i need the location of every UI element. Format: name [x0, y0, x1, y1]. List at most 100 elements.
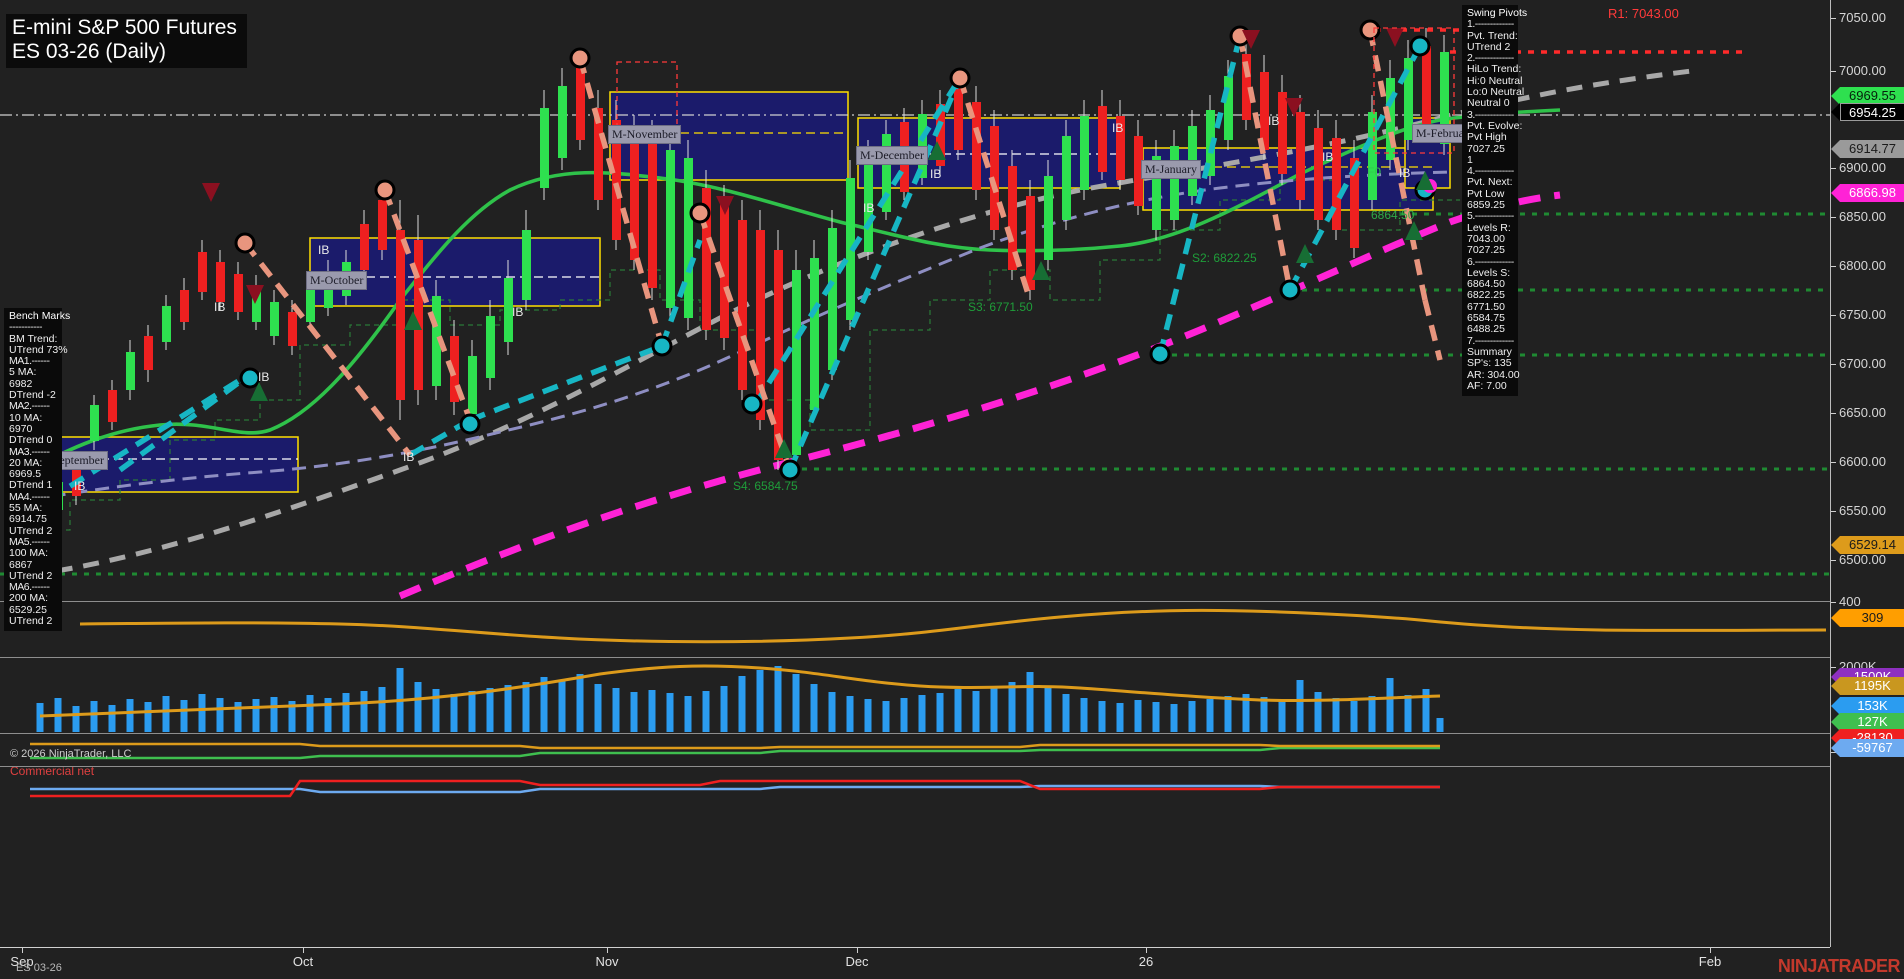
- pvt-high-count: 1: [1467, 153, 1473, 166]
- price-tag-4: 6529.14: [1831, 536, 1904, 554]
- price-tag-arrow: [1831, 713, 1840, 731]
- ma3-label: 20 MA:: [9, 456, 43, 469]
- price-tick-8: 6600.00: [1831, 454, 1886, 469]
- pivot-sep-3: 3.-------------: [1467, 108, 1514, 121]
- price-pane[interactable]: R1: 7043.00 6864.50 S2: 6822.25 S3: 6771…: [0, 0, 1830, 600]
- price-tag-arrow: [1831, 184, 1840, 202]
- level-s-0: 6864.50: [1467, 278, 1505, 291]
- cot-pane-lower[interactable]: Non-commercial net (large speculators) C…: [0, 766, 1830, 816]
- ma2-label: 10 MA:: [9, 411, 43, 424]
- price-tick-6: 6700.00: [1831, 356, 1886, 371]
- swing-up-legs-2: [118, 76, 963, 473]
- price-tag-label: 6914.77: [1840, 140, 1904, 158]
- pivot-step-channel: [30, 179, 1460, 531]
- price-tag-arrow: [1831, 103, 1840, 121]
- price-tag-label: 127K: [1840, 713, 1904, 731]
- price-tick-9: 6550.00: [1831, 503, 1886, 518]
- price-tag-label: -59767: [1840, 739, 1904, 757]
- volume-ma-line: [39, 664, 1441, 718]
- price-tag-label: 6529.14: [1840, 536, 1904, 554]
- oscillator-pane[interactable]: [0, 601, 1830, 656]
- price-tag-arrow: [1831, 140, 1840, 158]
- price-tag-11: -59767: [1831, 739, 1904, 757]
- time-tick-feb: Feb: [1698, 954, 1722, 969]
- cot-upper-svg: [30, 742, 1440, 760]
- bench-marks-title: Bench Marks: [9, 310, 71, 322]
- support-levels: [0, 212, 1830, 576]
- price-tick-11: 400: [1831, 594, 1861, 609]
- price-tag-7: 1195K: [1831, 677, 1904, 695]
- level-s-1: 6822.25: [1467, 289, 1505, 302]
- ma4-label: 55 MA:: [9, 502, 43, 515]
- price-tick-2: 6900.00: [1831, 160, 1886, 175]
- price-tag-0: 6969.55: [1831, 87, 1904, 105]
- price-tag-label: 1195K: [1840, 677, 1904, 695]
- price-tag-arrow: [1831, 677, 1840, 695]
- price-tag-label: 6866.98: [1840, 184, 1904, 202]
- time-axis[interactable]: Sep Oct Nov Dec 26 Feb: [0, 947, 1830, 979]
- time-tick-mark: [22, 948, 23, 953]
- ib-label-10: IB: [1322, 150, 1334, 164]
- summary-sps: SP's: 135: [1467, 357, 1512, 370]
- bench-marks-panel[interactable]: Bench Marks ----------- BM Trend: UTrend…: [4, 308, 71, 632]
- price-tag-label: 309: [1840, 609, 1904, 627]
- ib-label-12: IB: [1399, 166, 1411, 180]
- pivot-sep-7: 7.-------------: [1467, 334, 1514, 347]
- price-tag-2: 6914.77: [1831, 140, 1904, 158]
- price-tick-4: 6800.00: [1831, 258, 1886, 273]
- price-tick-5: 6750.00: [1831, 307, 1886, 322]
- support-s1-label: 6864.50: [1371, 208, 1415, 222]
- resistance-r1-label: R1: 7043.00: [1608, 6, 1679, 21]
- cot-pane-upper[interactable]: [0, 733, 1830, 765]
- time-tick-mark: [303, 948, 304, 953]
- month-label-february: M-February: [1412, 124, 1478, 143]
- swing-pivots-panel[interactable]: Swing Pivots 1.------------- Pvt. Trend:…: [1462, 5, 1527, 397]
- buy-signal-markers: [250, 141, 1434, 458]
- pvt-high-value: 7027.25: [1467, 142, 1505, 155]
- ma1-trend: DTrend -2: [9, 389, 56, 402]
- hilo-neutral-value: Neutral 0: [1467, 97, 1510, 110]
- price-tag-arrow: [1831, 739, 1840, 757]
- month-label-october: M-October: [306, 271, 368, 290]
- candlesticks: [36, 28, 1449, 540]
- pivot-sep-1: 1.-------------: [1467, 18, 1514, 31]
- time-tick-sep: Sep: [10, 954, 34, 969]
- month-label-december: M-December: [856, 146, 928, 165]
- footer-symbol: ES 03-26: [16, 962, 62, 974]
- volume-pane[interactable]: [0, 657, 1830, 732]
- pivot-sep-5: 5.-------------: [1467, 210, 1514, 223]
- levels-r-label: Levels R:: [1467, 221, 1511, 234]
- price-tick-3: 6850.00: [1831, 209, 1886, 224]
- ma6-value: 6529.25: [9, 603, 47, 616]
- ma3-value: 6969.5: [9, 468, 42, 481]
- price-tag-arrow: [1831, 609, 1840, 627]
- copyright-label: © 2026 NinjaTrader, LLC: [10, 748, 132, 760]
- month-label-november: M-November: [608, 125, 682, 144]
- time-tick-mark: [857, 948, 858, 953]
- cot-lower-svg: [30, 779, 1440, 798]
- time-tick-mark: [607, 948, 608, 953]
- support-s4-label: S4: 6584.75: [733, 479, 798, 493]
- level-r-1: 7027.25: [1467, 244, 1505, 257]
- time-tick-26: 26: [1138, 954, 1154, 969]
- price-tag-9: 127K: [1831, 713, 1904, 731]
- support-s3-label: S3: 6771.50: [968, 300, 1033, 314]
- instrument-name: E-mini S&P 500 Futures: [12, 16, 237, 39]
- pvt-high-label: Pvt High: [1467, 131, 1507, 144]
- hilo-trend-label: HiLo Trend:: [1467, 63, 1522, 76]
- price-tick-10: 6500.00: [1831, 552, 1886, 567]
- summary-label: Summary: [1467, 345, 1512, 358]
- hilo-lo-value: Lo:0 Neutral: [1467, 86, 1525, 99]
- price-tag-label: 153K: [1840, 697, 1904, 715]
- oscillator-svg: [79, 608, 1827, 644]
- support-s2-label: S2: 6822.25: [1192, 251, 1257, 265]
- level-s-3: 6584.75: [1467, 312, 1505, 325]
- price-axis[interactable]: 7050.00 7000.00 6900.00 6850.00 6800.00 6750.…: [1830, 0, 1904, 947]
- hilo-hi-value: Hi:0 Neutral: [1467, 74, 1523, 87]
- ma6-trend: UTrend 2: [9, 615, 53, 628]
- level-s-2: 6771.50: [1467, 300, 1505, 313]
- ma5-sep: MA5.------: [9, 535, 50, 548]
- bench-sep-0: -----------: [9, 321, 42, 334]
- ib-label-11: IB: [1268, 114, 1280, 128]
